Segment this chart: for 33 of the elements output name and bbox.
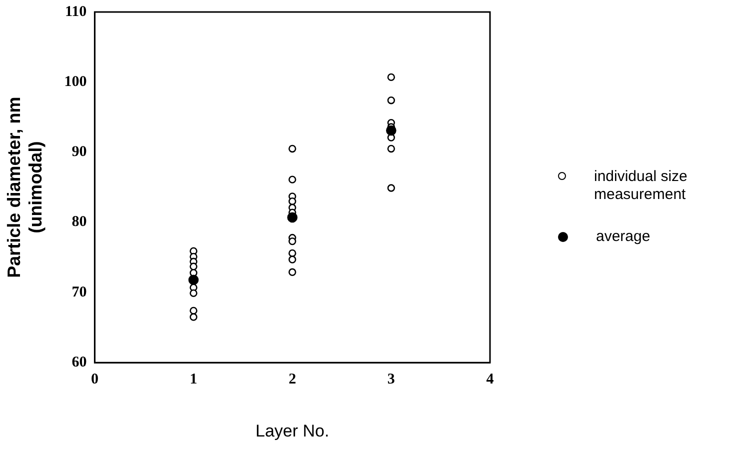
point bbox=[288, 256, 296, 264]
point bbox=[288, 144, 296, 153]
point bbox=[190, 289, 198, 298]
y-tick-label: 70 bbox=[72, 284, 87, 300]
legend-label: average bbox=[596, 228, 652, 246]
x-tick-label: 2 bbox=[288, 371, 296, 388]
y-tick-label: 110 bbox=[65, 4, 87, 20]
legend-label: individual size measurement bbox=[594, 168, 688, 204]
point bbox=[387, 184, 396, 192]
point bbox=[188, 274, 199, 286]
point bbox=[287, 212, 298, 223]
y-axis-title: Particle diameter, nm (unimodal) bbox=[4, 96, 46, 278]
x-tick-label: 4 bbox=[486, 371, 494, 388]
y-tick-label: 90 bbox=[72, 144, 87, 160]
point bbox=[288, 237, 296, 246]
x-tick-label: 3 bbox=[387, 371, 395, 388]
y-tick-label: 100 bbox=[64, 74, 87, 90]
point bbox=[387, 73, 396, 82]
point bbox=[387, 96, 396, 104]
point bbox=[288, 176, 296, 184]
point bbox=[387, 144, 396, 153]
point bbox=[190, 313, 198, 321]
point bbox=[288, 197, 296, 206]
point bbox=[190, 262, 198, 270]
point bbox=[190, 306, 198, 315]
x-axis-title: Layer No. bbox=[256, 421, 330, 440]
x-tick-label: 0 bbox=[90, 371, 98, 388]
x-tick-label: 1 bbox=[190, 371, 198, 388]
y-tick-label: 80 bbox=[72, 214, 87, 230]
point bbox=[386, 125, 396, 136]
point bbox=[288, 268, 296, 276]
y-tick-label: 60 bbox=[72, 354, 87, 370]
point bbox=[288, 249, 296, 258]
